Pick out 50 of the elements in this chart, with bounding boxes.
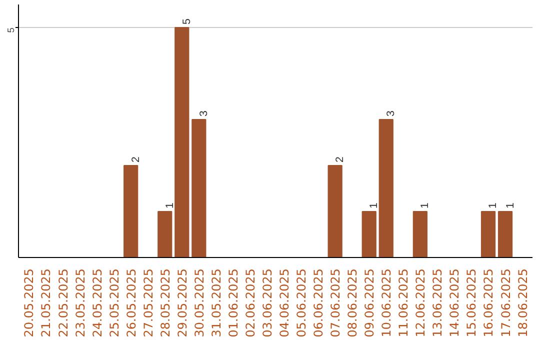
x-tick-label: 06.06.2025 xyxy=(312,268,326,338)
x-tick-label: 14.06.2025 xyxy=(448,268,462,338)
x-tick-label: 07.06.2025 xyxy=(328,268,343,338)
bar xyxy=(328,165,342,258)
bar xyxy=(412,211,428,258)
bar xyxy=(174,27,190,258)
x-tick-label: 18.06.2025 xyxy=(516,268,530,338)
x-tick-label: 31.05.2025 xyxy=(209,268,224,338)
x-tick-label: 11.06.2025 xyxy=(396,268,411,338)
data-label: 1 xyxy=(487,202,500,208)
x-tick-label: 24.05.2025 xyxy=(90,268,104,338)
x-tick-label: 15.06.2025 xyxy=(464,268,479,338)
bar xyxy=(362,211,376,258)
x-tick-label: 23.05.2025 xyxy=(73,268,88,338)
x-tick-label: 10.06.2025 xyxy=(380,268,394,338)
x-tick-label: 27.05.2025 xyxy=(141,268,156,338)
data-label: 2 xyxy=(130,156,142,162)
bar xyxy=(498,211,513,258)
x-tick-label: 12.06.2025 xyxy=(414,268,428,338)
x-tick-label: 26.05.2025 xyxy=(124,268,138,338)
x-tick-label: 30.05.2025 xyxy=(192,268,206,338)
data-label: 3 xyxy=(198,110,210,116)
data-label: 3 xyxy=(385,110,398,116)
x-tick-label: 08.06.2025 xyxy=(346,268,360,338)
data-label: 1 xyxy=(419,202,432,208)
bar xyxy=(158,211,172,258)
data-label: 5 xyxy=(180,18,193,24)
x-tick-label: 25.05.2025 xyxy=(107,268,122,338)
data-label: 1 xyxy=(368,202,380,208)
data-label: 2 xyxy=(334,156,346,162)
bar xyxy=(192,119,206,258)
bar xyxy=(124,165,138,258)
data-label: 1 xyxy=(164,202,176,208)
bar xyxy=(480,211,496,258)
data-label: 1 xyxy=(504,202,516,208)
x-tick-label: 13.06.2025 xyxy=(430,268,445,338)
x-tick-label: 17.06.2025 xyxy=(498,268,513,338)
x-tick-label: 21.05.2025 xyxy=(39,268,54,338)
bar xyxy=(378,119,394,258)
x-tick-label: 09.06.2025 xyxy=(362,268,377,338)
x-tick-label: 22.05.2025 xyxy=(56,268,70,338)
x-tick-label: 02.06.2025 xyxy=(243,268,258,338)
x-tick-label: 03.06.2025 xyxy=(260,268,274,338)
x-tick-label: 05.06.2025 xyxy=(294,268,309,338)
x-tick-label: 04.06.2025 xyxy=(278,268,292,338)
x-tick-label: 01.06.2025 xyxy=(226,268,240,338)
x-tick-label: 16.06.2025 xyxy=(482,268,496,338)
x-tick-label: 28.05.2025 xyxy=(158,268,172,338)
x-tick-label: 29.05.2025 xyxy=(175,268,190,338)
x-tick-label: 20.05.2025 xyxy=(22,268,36,338)
